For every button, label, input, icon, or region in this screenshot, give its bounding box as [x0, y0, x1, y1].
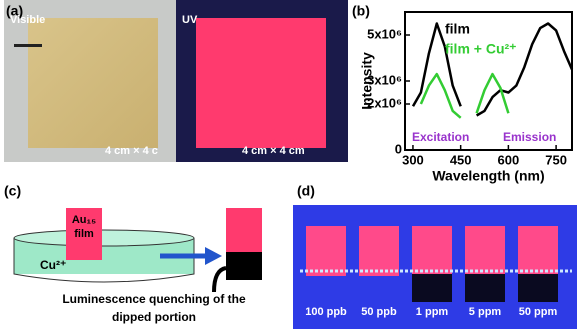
strip — [412, 226, 452, 276]
caption: UV — [182, 14, 198, 26]
y-tick-label: 0 — [395, 141, 402, 156]
x-tick-label: 600 — [498, 152, 520, 167]
solution-label: Cu²⁺ — [40, 258, 66, 272]
strip — [359, 226, 399, 276]
y-tick-label: 5x10⁶ — [367, 26, 402, 41]
quenched — [518, 274, 558, 302]
x-axis-label: Wavelength (nm) — [432, 168, 544, 184]
caption: dipped portion — [112, 310, 196, 324]
panel-label: (c) — [4, 183, 21, 199]
film-after — [226, 208, 262, 252]
panel-label: (b) — [352, 3, 370, 19]
figure: (a) Visible UV 4 cm × 4 c 4 cm × 4 cm (c… — [0, 0, 577, 329]
annotation: Emission — [503, 130, 556, 144]
strip — [465, 226, 505, 276]
x-tick-label: 300 — [402, 152, 424, 167]
quenched — [226, 252, 262, 280]
dish-top — [14, 230, 194, 246]
pointer — [214, 268, 226, 292]
quenched — [465, 274, 505, 302]
concentration-label: 50 ppm — [519, 306, 558, 318]
y-axis-label: Intensity — [359, 52, 375, 110]
strip — [518, 226, 558, 276]
film-label: Au₁₅ — [72, 214, 96, 226]
arrow-head — [205, 247, 222, 265]
x-tick-label: 750 — [545, 152, 567, 167]
concentration-label: 5 ppm — [469, 306, 502, 318]
legend-entry: film + Cu²⁺ — [445, 41, 517, 57]
concentration-label: 1 ppm — [416, 306, 449, 318]
caption: Visible — [10, 14, 45, 26]
concentration-label: 100 ppb — [305, 306, 347, 318]
concentration-label: 50 ppb — [361, 306, 397, 318]
caption: Luminescence quenching of the — [62, 292, 246, 306]
annotation: Excitation — [412, 130, 469, 144]
legend-entry: film — [445, 21, 470, 37]
series-line — [413, 24, 572, 116]
film-uv — [196, 18, 326, 148]
film-visible — [28, 18, 158, 148]
size-label: 4 cm × 4 c — [105, 145, 158, 157]
panel-label: (d) — [297, 183, 315, 199]
strip — [306, 226, 346, 276]
quenched — [412, 274, 452, 302]
size-label: 4 cm × 4 cm — [242, 145, 305, 157]
film-label: film — [74, 228, 94, 240]
x-tick-label: 450 — [450, 152, 472, 167]
tweezer — [14, 44, 42, 47]
